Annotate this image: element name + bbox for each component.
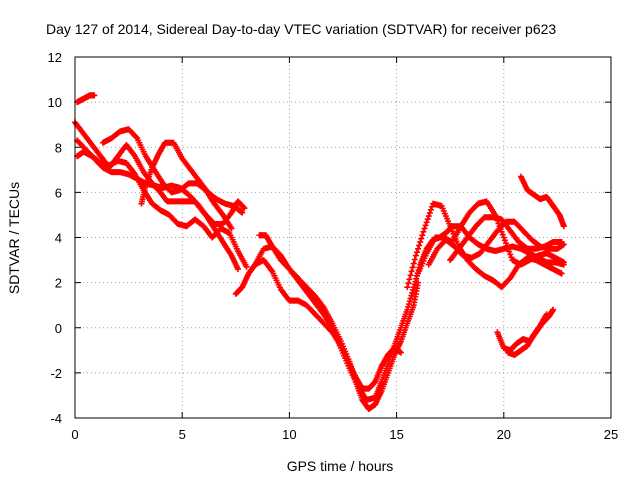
data-point-interp: [240, 204, 247, 211]
data-point: [560, 259, 567, 266]
chart-title: Day 127 of 2014, Sidereal Day-to-day VTE…: [46, 21, 556, 37]
x-tick-label: 5: [179, 427, 186, 442]
grid-lines: [75, 57, 611, 418]
data-point-interp: [407, 295, 414, 302]
data-point-interp: [507, 251, 514, 258]
data-point-interp: [238, 208, 245, 215]
data-point-interp: [417, 239, 424, 246]
x-tick-label: 20: [497, 427, 511, 442]
data-point-interp: [409, 286, 416, 293]
y-tick-label: 12: [48, 50, 62, 65]
y-tick-label: 10: [48, 95, 62, 110]
x-axis-label: GPS time / hours: [287, 458, 394, 474]
data-point-interp: [412, 278, 419, 285]
data-point: [228, 225, 235, 232]
data-point: [241, 205, 248, 212]
y-axis-label: SDTVAR / TECUs: [6, 182, 22, 294]
data-point-interp: [411, 256, 418, 263]
y-tick-label: 6: [55, 185, 62, 200]
data-point: [239, 209, 246, 216]
data-point-interp: [423, 219, 430, 226]
data-point-interp: [504, 242, 511, 249]
data-point: [234, 266, 241, 273]
data-point-interp: [406, 298, 413, 305]
data-point-interp: [407, 272, 414, 279]
data-point-interp: [410, 260, 417, 267]
x-tick-label: 10: [282, 427, 296, 442]
y-tick-label: -4: [50, 411, 62, 426]
y-tick-label: -2: [50, 366, 62, 381]
data-point-interp: [501, 237, 508, 244]
data-point: [421, 225, 428, 232]
x-tick-label: 0: [71, 427, 78, 442]
data-point-interp: [413, 249, 420, 256]
data-point-interp: [416, 242, 423, 249]
data-point: [543, 311, 550, 318]
data-point-interp: [419, 232, 426, 239]
data-points: [72, 92, 567, 412]
data-point: [412, 252, 419, 259]
data-point-interp: [408, 292, 415, 299]
data-point: [404, 284, 411, 291]
data-point-interp: [409, 264, 416, 271]
data-point-interp: [415, 245, 422, 252]
data-point-interp: [405, 301, 412, 308]
series-16: [505, 311, 550, 358]
data-point-interp: [425, 213, 432, 220]
data-point: [550, 306, 557, 313]
data-point-interp: [405, 303, 412, 310]
series-14: [517, 173, 567, 230]
y-tick-label: 8: [55, 140, 62, 155]
y-tick-label: 2: [55, 276, 62, 291]
data-point-interp: [413, 275, 420, 282]
series-13: [447, 214, 565, 264]
data-point-interp: [133, 134, 140, 141]
data-point-interp: [411, 281, 418, 288]
data-point-interp: [420, 228, 427, 235]
data-point: [404, 306, 411, 313]
series-4: [74, 148, 250, 270]
data-point-interp: [424, 216, 431, 223]
data-point: [558, 239, 565, 246]
data-point: [560, 223, 567, 230]
data-point-interp: [427, 206, 434, 213]
x-tick-label: 15: [389, 427, 403, 442]
y-tick-label: 0: [55, 321, 62, 336]
data-point-interp: [426, 209, 433, 216]
data-point: [91, 92, 98, 99]
plot-frame: [74, 56, 612, 419]
data-point-interp: [405, 280, 412, 287]
data-point: [243, 263, 250, 270]
data-point: [410, 284, 417, 291]
data-point: [558, 270, 565, 277]
y-tick-label: 4: [55, 231, 62, 246]
data-point-interp: [498, 228, 505, 235]
data-point-interp: [508, 254, 515, 261]
data-point-interp: [408, 268, 415, 275]
series-6: [138, 139, 246, 216]
data-point-interp: [506, 248, 513, 255]
x-tick-label: 25: [604, 427, 618, 442]
data-point-interp: [409, 289, 416, 296]
data-point-interp: [406, 276, 413, 283]
data-point: [397, 349, 404, 356]
series-5: [99, 126, 235, 232]
data-point: [500, 234, 507, 241]
data-point-interp: [422, 222, 429, 229]
data-point-interp: [505, 245, 512, 252]
data-point-interp: [499, 231, 506, 238]
tick-labels: 0 5 10 15 20 25 -4 -2 0 2 4 6 8 10 12: [48, 50, 619, 442]
series-1: [74, 92, 98, 106]
data-point-interp: [502, 240, 509, 247]
data-point-interp: [418, 235, 425, 242]
